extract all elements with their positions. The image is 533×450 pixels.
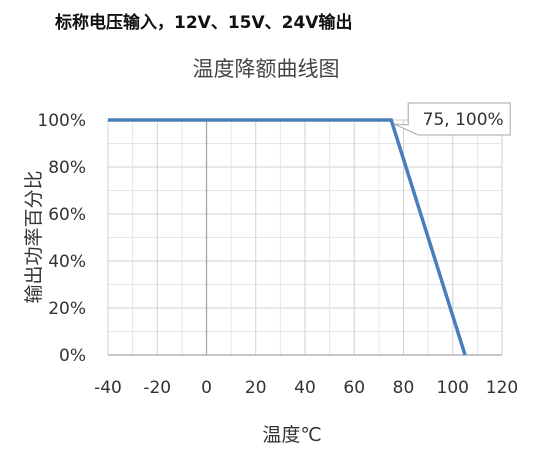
chart-caption: 标称电压输入，12V、15V、24V输出	[55, 13, 353, 33]
chart-title: 温度降额曲线图	[193, 57, 340, 81]
x-tick-label: -20	[143, 378, 171, 398]
chart-grid	[107, 119, 503, 356]
x-tick-label: 20	[245, 378, 267, 398]
callout-label: 75, 100%	[423, 110, 504, 130]
y-tick-label: 80%	[48, 158, 86, 178]
annotation-callout: 75, 100%	[393, 102, 511, 136]
y-axis-label: 输出功率百分比	[23, 170, 45, 303]
x-tick-label: -40	[94, 378, 122, 398]
y-tick-label: 100%	[37, 111, 86, 131]
x-axis-label: 温度℃	[262, 424, 321, 446]
y-tick-label: 40%	[48, 252, 86, 272]
x-tick-label: 80	[393, 378, 415, 398]
y-tick-label: 60%	[48, 205, 86, 225]
x-tick-label: 60	[343, 378, 365, 398]
callout-box	[393, 102, 511, 136]
x-tick-label: 40	[294, 378, 316, 398]
x-tick-label: 120	[486, 378, 518, 398]
y-tick-label: 20%	[48, 299, 86, 319]
y-tick-labels: 0% 20% 40% 60% 80% 100%	[37, 111, 86, 366]
x-tick-labels: -40 -20 0 20 40 60 80 100 120	[94, 378, 518, 398]
chart-series	[108, 118, 467, 356]
x-tick-label: 0	[201, 378, 212, 398]
derating-line	[108, 118, 467, 356]
x-tick-label: 100	[437, 378, 469, 398]
y-tick-label: 0%	[59, 346, 86, 366]
zero-x-axis-line	[108, 120, 502, 356]
